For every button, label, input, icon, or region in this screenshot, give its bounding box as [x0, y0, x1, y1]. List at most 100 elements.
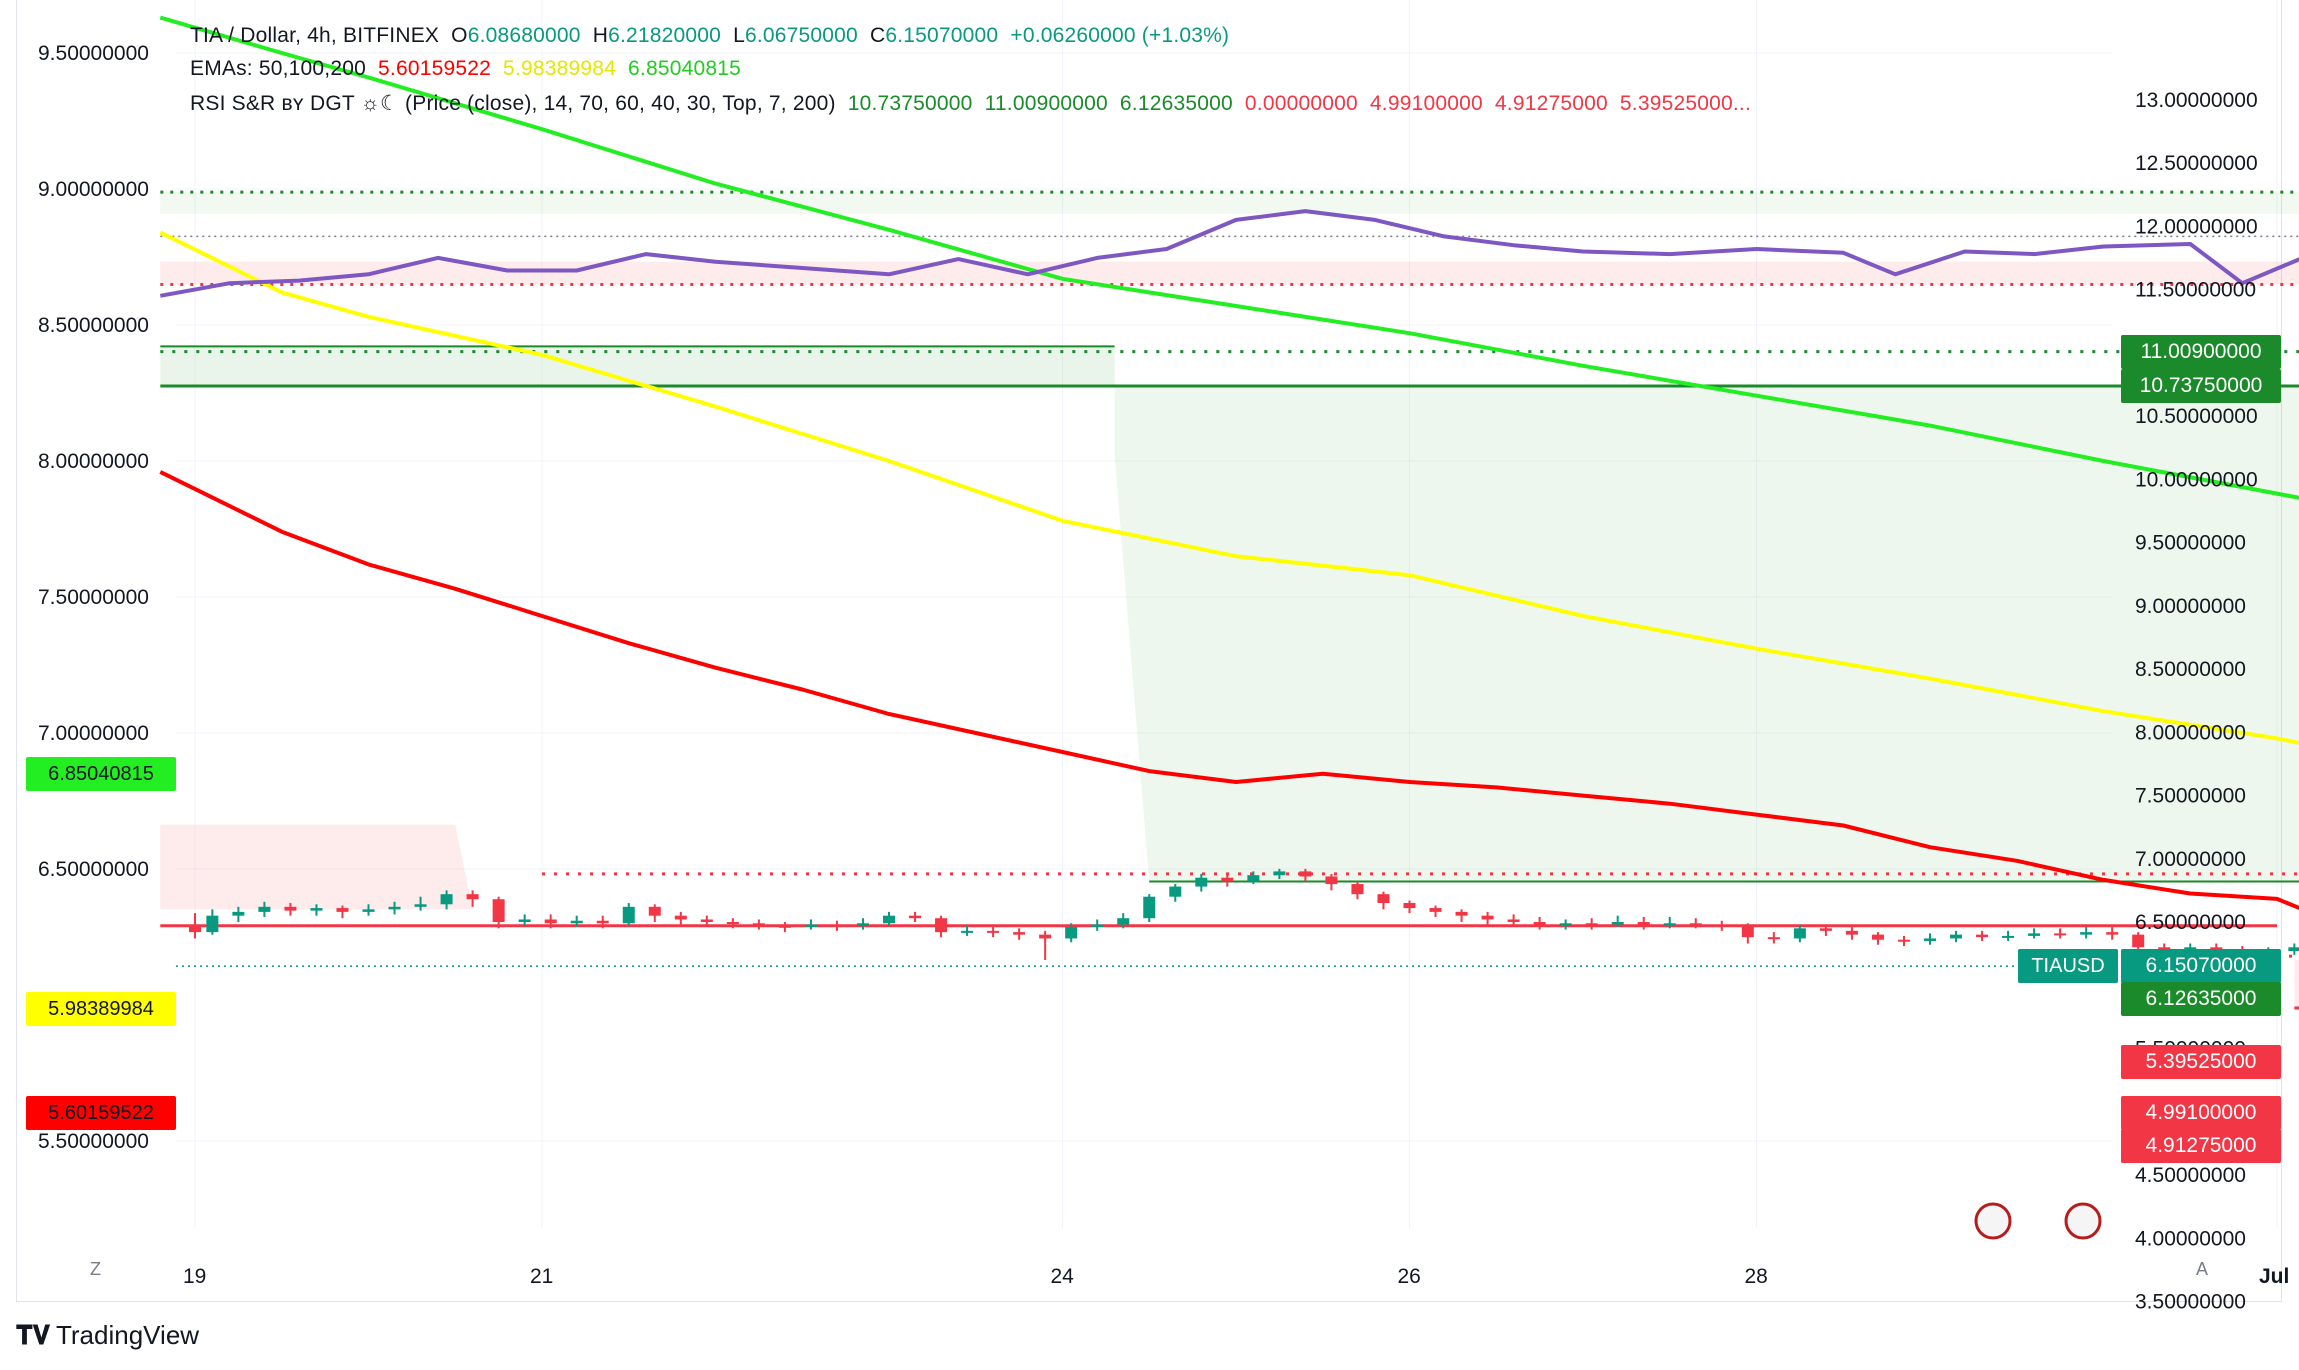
candle-body — [189, 924, 201, 933]
x-axis-tick: Jul — [2259, 1265, 2289, 1288]
candle-body — [1819, 928, 1832, 931]
left-axis-tick: 6.50000000 — [38, 858, 149, 881]
candle-body — [1351, 884, 1364, 895]
candle-body — [336, 908, 349, 912]
candle-body — [2054, 933, 2067, 936]
left-axis-tick: 8.50000000 — [38, 314, 149, 337]
legend-high: 6.21820000 — [608, 24, 722, 47]
candle-body — [1429, 908, 1442, 912]
support-zone-main — [1114, 385, 2299, 882]
legend-ema50: 5.60159522 — [378, 57, 491, 80]
candle-body — [804, 924, 817, 928]
legend-symbol-row: TIA / Dollar, 4h, BITFINEX O6.08680000 H… — [190, 24, 1230, 47]
candle-body — [622, 906, 635, 924]
legend-open: 6.08680000 — [467, 24, 581, 47]
candle-body — [1871, 934, 1884, 940]
left-axis-tick: 7.00000000 — [38, 722, 149, 745]
legend-rsi-v5: 4.91275000 — [1494, 92, 1608, 115]
resistance-zone-1 — [160, 824, 473, 910]
candle-body — [570, 920, 583, 924]
left-axis-tick: 9.00000000 — [38, 178, 149, 201]
legend-ema100: 5.98389984 — [503, 57, 616, 80]
candle-body — [1195, 877, 1208, 887]
candle-body — [414, 904, 427, 907]
candle-body — [1845, 930, 1858, 935]
legend-close: 6.15070000 — [885, 24, 999, 47]
chart-frame — [16, 0, 2282, 1302]
candle-body — [1247, 875, 1260, 882]
candle-body — [1637, 922, 1650, 925]
candle-body — [1533, 922, 1546, 926]
legend-rsi-v4: 4.99100000 — [1369, 92, 1483, 115]
right-axis-tick: 8.50000000 — [2135, 658, 2246, 681]
candle-body — [1169, 886, 1182, 897]
candle-body — [1377, 894, 1390, 904]
legend-symbol[interactable]: TIA / Dollar, 4h, BITFINEX — [190, 24, 440, 47]
candle-body — [544, 919, 557, 924]
right-price-label: 11.00900000 — [2121, 334, 2281, 369]
candle-body — [1950, 934, 1963, 939]
us-flag-icon — [1974, 1202, 2012, 1240]
x-axis-tick: 28 — [1745, 1265, 1768, 1288]
right-axis-tick: 10.50000000 — [2135, 405, 2258, 428]
candle-body — [2028, 933, 2041, 936]
candle-body — [440, 894, 453, 905]
candle-body — [935, 918, 948, 933]
legend-rsi-v2: 6.12635000 — [1119, 92, 1233, 115]
legend-rsi-v0: 10.73750000 — [847, 92, 973, 115]
right-axis-tick: 3.50000000 — [2135, 1291, 2246, 1314]
legend-rsi-v1: 11.00900000 — [984, 92, 1108, 115]
legend-ema200: 6.85040815 — [628, 57, 741, 80]
candle-body — [700, 919, 713, 922]
candle-body — [648, 906, 661, 916]
right-axis-tick: 8.00000000 — [2135, 721, 2246, 744]
candle-body — [1143, 896, 1156, 919]
candle-body — [1585, 923, 1598, 926]
right-axis-tick: 7.50000000 — [2135, 785, 2246, 808]
candle-body — [1741, 925, 1754, 938]
right-axis-tick: 9.00000000 — [2135, 595, 2246, 618]
x-axis-tick: 24 — [1051, 1265, 1075, 1288]
candle-body — [778, 925, 791, 928]
candle-body — [726, 922, 739, 924]
tradingview-brand: 𝐓𝐕 TradingView — [16, 1320, 199, 1352]
right-axis-tick: 11.50000000 — [2135, 279, 2256, 302]
right-axis-tick: 13.00000000 — [2135, 89, 2258, 112]
right-axis-tick: 12.00000000 — [2135, 215, 2258, 238]
us-flag-icon — [2064, 1202, 2102, 1240]
candle-body — [1793, 928, 1806, 939]
support-zone-left — [160, 346, 1115, 386]
right-price-label: 4.91275000 — [2121, 1129, 2281, 1164]
candle-body — [2288, 947, 2299, 952]
left-axis-tick: 8.00000000 — [38, 450, 149, 473]
candle-body — [362, 909, 375, 912]
resistance-zone-2 — [2294, 959, 2299, 1011]
candle-body — [961, 930, 974, 933]
candle-body — [466, 894, 479, 900]
ema100-line — [159, 230, 2299, 745]
right-axis-tick: 4.50000000 — [2135, 1164, 2246, 1187]
legend-rsi-row[interactable]: RSI S&R ʙʏ DGT ☼☾ (Price (close), 14, 70… — [190, 91, 1757, 116]
candle-body — [1091, 924, 1104, 928]
right-axis-tick: 4.00000000 — [2135, 1227, 2246, 1250]
rsi-upper-band — [160, 192, 2299, 214]
symbol-price-tag: TIAUSD — [2018, 949, 2118, 984]
left-axis-tick: 7.50000000 — [38, 586, 149, 609]
candle-body — [1273, 871, 1286, 876]
auto-zoom-button[interactable]: Z — [90, 1259, 101, 1279]
candle-body — [1299, 871, 1312, 877]
tradingview-logo-icon: 𝐓𝐕 — [16, 1320, 50, 1350]
auto-scale-button[interactable]: A — [2196, 1259, 2209, 1279]
candle-body — [2002, 935, 2015, 938]
rsi-lower-band — [160, 261, 2299, 285]
candle-body — [2132, 934, 2145, 948]
left-price-label: 5.98389984 — [26, 992, 176, 1027]
candle-body — [2106, 932, 2119, 935]
legend-rsi-label: RSI S&R ʙʏ DGT ☼☾ (Price (close), 14, 70… — [190, 92, 836, 115]
ema50-line — [159, 470, 2299, 911]
left-axis-tick: 5.50000000 — [38, 1130, 149, 1153]
candle-body — [206, 915, 219, 933]
x-axis-tick: 26 — [1398, 1265, 1421, 1288]
legend-ema-row[interactable]: EMAs: 50,100,200 5.60159522 5.98389984 6… — [190, 57, 747, 81]
